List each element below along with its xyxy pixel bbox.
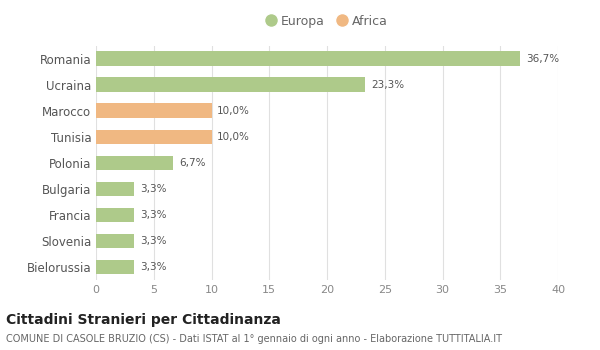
Bar <box>96 260 134 274</box>
Text: 3,3%: 3,3% <box>140 236 166 246</box>
Text: 10,0%: 10,0% <box>217 132 250 142</box>
Bar <box>96 51 520 66</box>
Text: 36,7%: 36,7% <box>526 54 559 64</box>
Bar <box>96 130 212 144</box>
Bar <box>96 156 173 170</box>
Bar <box>96 234 134 248</box>
Legend: Europa, Africa: Europa, Africa <box>261 9 393 33</box>
Bar <box>96 182 134 196</box>
Text: 6,7%: 6,7% <box>179 158 206 168</box>
Text: 3,3%: 3,3% <box>140 184 166 194</box>
Bar <box>96 208 134 222</box>
Bar <box>96 104 212 118</box>
Text: 3,3%: 3,3% <box>140 210 166 220</box>
Text: Cittadini Stranieri per Cittadinanza: Cittadini Stranieri per Cittadinanza <box>6 313 281 327</box>
Text: 3,3%: 3,3% <box>140 262 166 272</box>
Bar <box>96 77 365 92</box>
Text: 10,0%: 10,0% <box>217 106 250 116</box>
Text: 23,3%: 23,3% <box>371 79 404 90</box>
Text: COMUNE DI CASOLE BRUZIO (CS) - Dati ISTAT al 1° gennaio di ogni anno - Elaborazi: COMUNE DI CASOLE BRUZIO (CS) - Dati ISTA… <box>6 334 502 344</box>
